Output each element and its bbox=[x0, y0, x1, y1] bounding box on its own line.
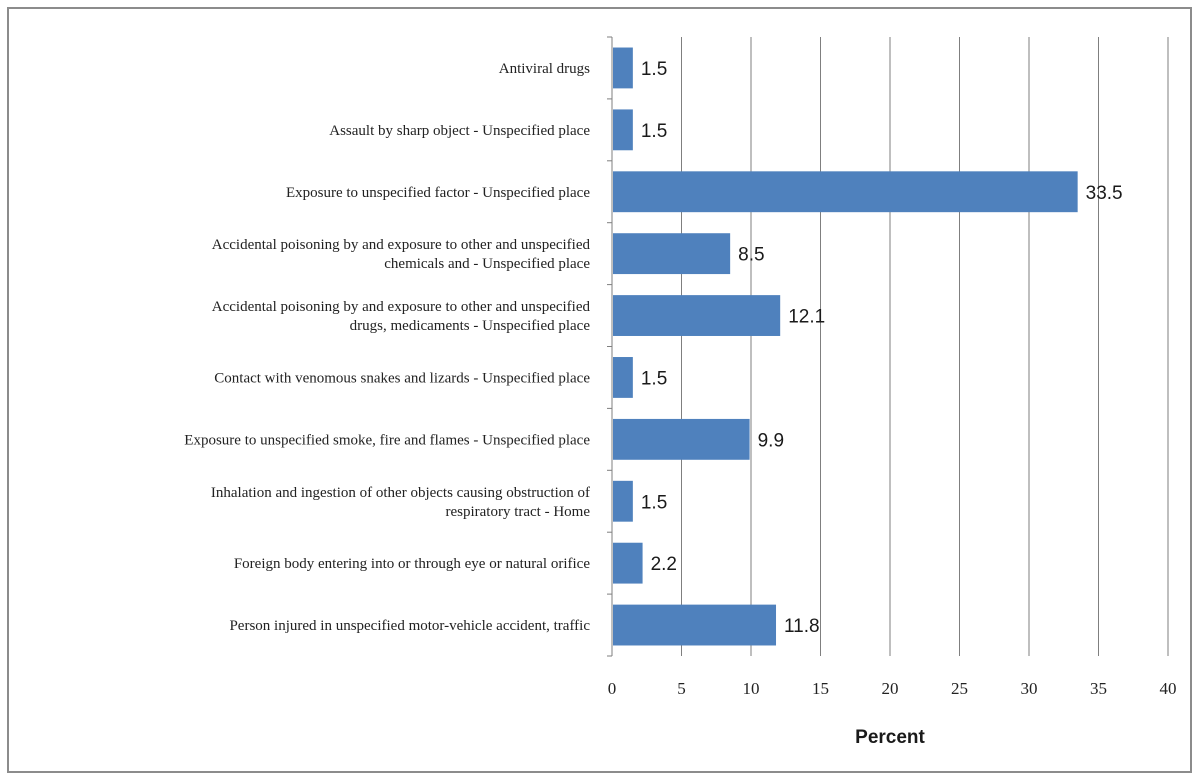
bars bbox=[613, 47, 1078, 646]
value-label: 1.5 bbox=[641, 368, 667, 389]
bar bbox=[613, 480, 633, 522]
category-labels: Antiviral drugs Assault by sharp object -… bbox=[184, 61, 590, 634]
bar bbox=[613, 295, 781, 336]
x-tick-label: 15 bbox=[812, 679, 829, 698]
bar bbox=[613, 418, 750, 460]
x-tick-label: 30 bbox=[1021, 679, 1038, 698]
x-tick-label: 5 bbox=[677, 679, 686, 698]
value-label: 12.1 bbox=[788, 307, 825, 328]
category-label: Accidental poisoning by and exposure to … bbox=[212, 299, 591, 334]
bar bbox=[613, 357, 633, 398]
category-label: Exposure to unspecified smoke, fire and … bbox=[184, 432, 590, 448]
value-label: 8.5 bbox=[738, 245, 764, 266]
value-label: 11.8 bbox=[784, 616, 820, 637]
category-label: Person injured in unspecified motor-vehi… bbox=[229, 618, 590, 634]
value-label: 1.5 bbox=[641, 121, 667, 142]
x-tick-label: 20 bbox=[882, 679, 899, 698]
category-label: Contact with venomous snakes and lizards… bbox=[214, 370, 590, 386]
category-label: Assault by sharp object - Unspecified pl… bbox=[329, 123, 590, 139]
bar bbox=[613, 109, 633, 151]
value-label: 9.9 bbox=[758, 430, 784, 451]
x-tick-label: 35 bbox=[1090, 679, 1107, 698]
category-label: Exposure to unspecified factor - Unspeci… bbox=[286, 185, 590, 201]
bar bbox=[613, 604, 777, 646]
gridlines bbox=[607, 36, 1169, 657]
category-label: Foreign body entering into or through ey… bbox=[234, 556, 590, 572]
value-label: 33.5 bbox=[1086, 183, 1123, 204]
bar bbox=[613, 542, 643, 584]
bar bbox=[613, 233, 731, 275]
x-tick-label: 25 bbox=[951, 679, 968, 698]
value-label: 1.5 bbox=[641, 59, 667, 80]
x-tick-label: 40 bbox=[1160, 679, 1177, 698]
category-label: Antiviral drugs bbox=[499, 61, 590, 77]
bar bbox=[613, 47, 633, 89]
value-label: 1.5 bbox=[641, 492, 667, 513]
x-tick-label: 10 bbox=[743, 679, 760, 698]
value-label: 2.2 bbox=[651, 554, 677, 575]
chart-frame bbox=[7, 7, 1192, 773]
value-labels: 1.5 1.5 33.5 8.5 12.1 1.5 9.9 1.5 2.2 11.8 bbox=[641, 59, 1123, 637]
x-axis-title: Percent bbox=[855, 727, 925, 748]
category-label: Accidental poisoning by and exposure to … bbox=[212, 237, 591, 272]
bar bbox=[613, 171, 1078, 213]
category-label: Inhalation and ingestion of other object… bbox=[211, 485, 590, 520]
x-tick-labels: 0 5 10 15 20 25 30 35 40 bbox=[608, 679, 1177, 698]
x-tick-label: 0 bbox=[608, 679, 617, 698]
